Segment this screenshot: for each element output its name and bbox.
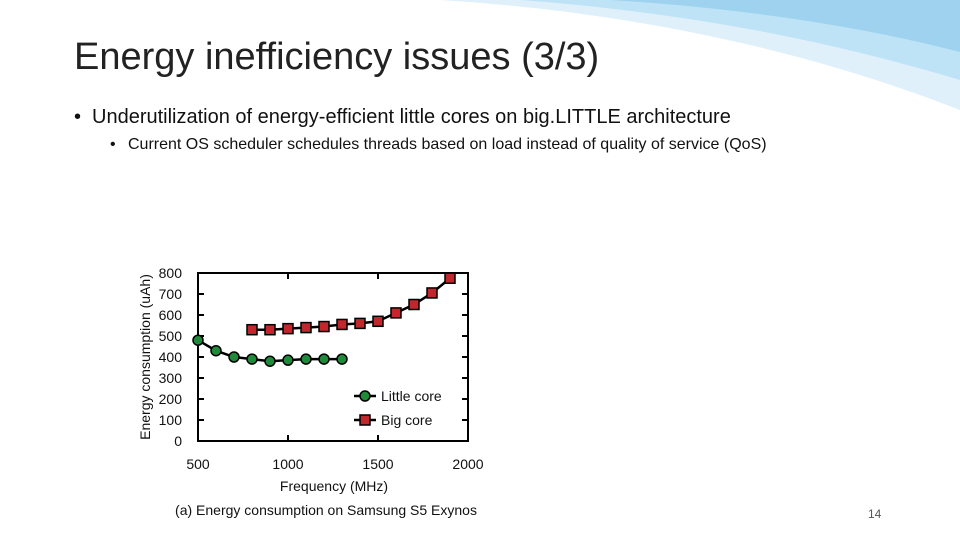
big-core-point — [282, 322, 294, 335]
big-core-point — [300, 321, 312, 334]
big-core-point — [318, 320, 330, 333]
chart-caption: (a) Energy consumption on Samsung S5 Exy… — [175, 502, 477, 518]
little-core-point — [210, 344, 222, 357]
x-tick-label: 500 — [186, 456, 210, 472]
bullet-dot: • — [110, 136, 116, 153]
bullet-level-1-text: Underutilization of energy-efficient lit… — [92, 106, 731, 128]
legend-marker-little-core — [359, 390, 371, 402]
y-tick-label: 300 — [159, 370, 183, 386]
x-tick-label: 1500 — [362, 456, 393, 472]
y-tick-label: 0 — [174, 433, 182, 449]
x-tick-label: 1000 — [272, 456, 303, 472]
y-tick-label: 100 — [159, 412, 183, 428]
big-core-point — [372, 315, 384, 328]
little-core-point — [282, 354, 294, 366]
y-tick-label: 500 — [159, 328, 183, 344]
big-core-point — [246, 323, 258, 336]
big-core-point — [444, 272, 456, 284]
legend-label: Little core — [381, 388, 442, 404]
y-axis-label: Energy consumption (uAh) — [137, 274, 153, 440]
legend-label: Big core — [381, 412, 433, 428]
little-core-point — [228, 351, 240, 363]
slide-number: 14 — [868, 507, 882, 521]
bullet-dot: • — [74, 106, 82, 128]
slide-title: Energy inefficiency issues (3/3) — [74, 36, 600, 78]
bullet-level-1: • Underutilization of energy-efficient li… — [74, 106, 731, 129]
big-core-point — [426, 287, 438, 299]
big-core-point — [408, 298, 420, 311]
bullet-level-2-text: Current OS scheduler schedules threads b… — [128, 136, 767, 153]
series-line-big-core — [252, 277, 451, 331]
little-core-point — [300, 353, 312, 365]
x-tick-label: 2000 — [452, 456, 483, 472]
big-core-point — [354, 317, 366, 330]
little-core-point — [264, 355, 276, 367]
big-core-point — [390, 307, 402, 319]
little-core-point — [318, 353, 330, 365]
y-tick-label: 200 — [159, 391, 183, 407]
big-core-point — [264, 323, 276, 336]
y-tick-label: 800 — [159, 265, 183, 281]
legend-marker-big-core — [359, 414, 371, 426]
y-tick-label: 600 — [159, 307, 183, 323]
big-core-point — [336, 318, 348, 331]
little-core-point — [336, 353, 348, 365]
y-tick-label: 400 — [159, 349, 183, 365]
bullet-level-2: • Current OS scheduler schedules threads … — [110, 136, 767, 154]
y-tick-label: 700 — [159, 286, 183, 302]
x-axis-label: Frequency (MHz) — [280, 478, 388, 494]
little-core-point — [192, 334, 204, 346]
little-core-point — [246, 353, 258, 365]
